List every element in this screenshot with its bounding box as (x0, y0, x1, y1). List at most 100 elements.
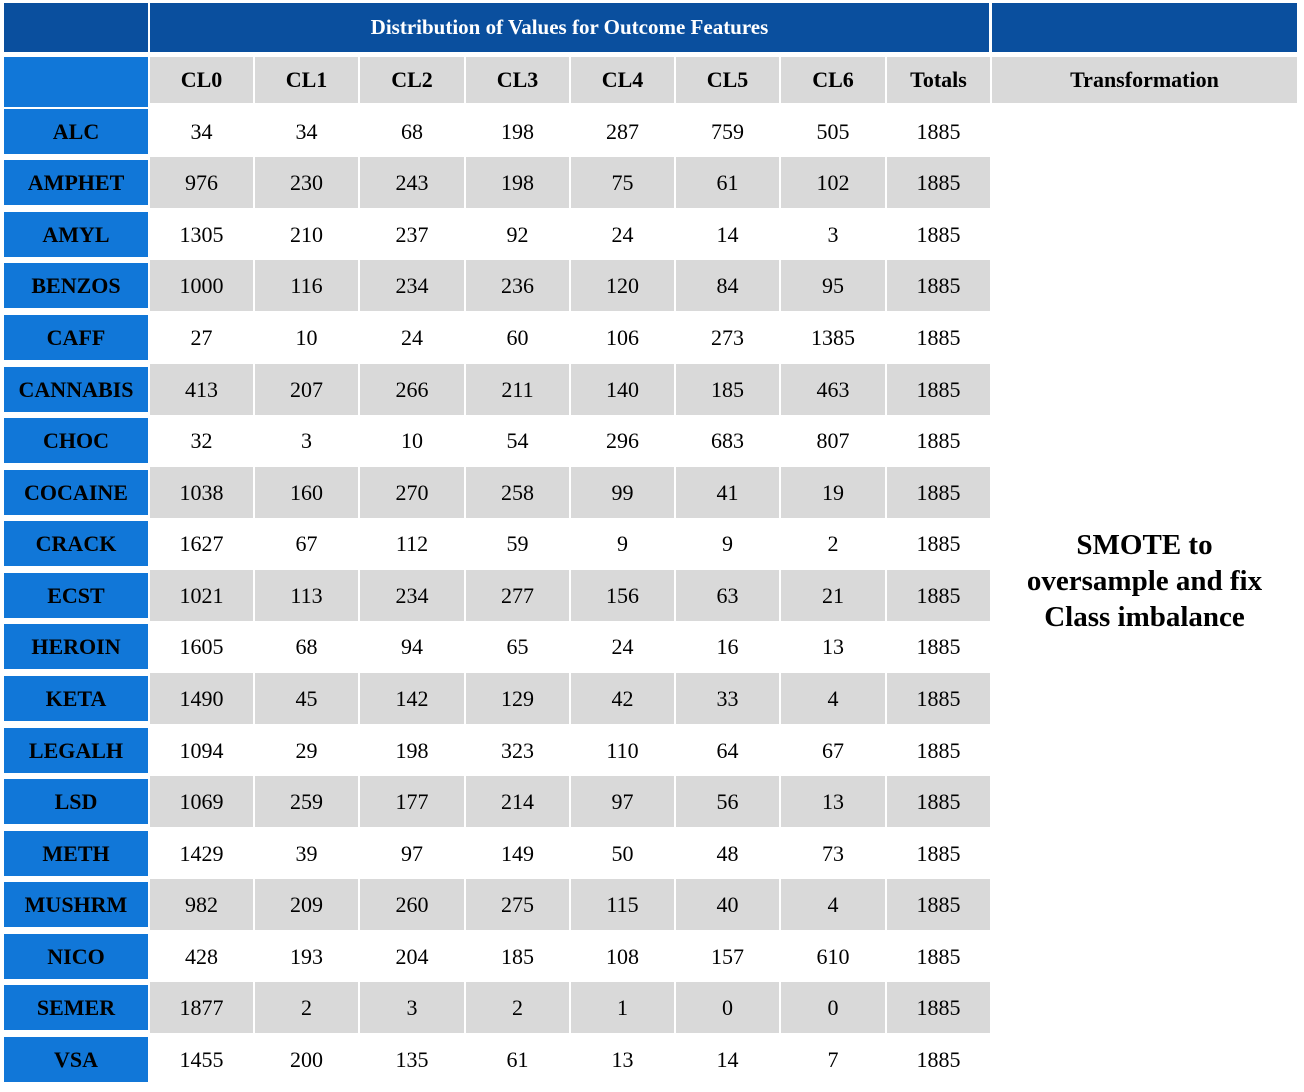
table-cell: 60 (466, 312, 569, 363)
table-cell: 160 (255, 467, 358, 518)
table-cell: 198 (466, 106, 569, 157)
transformation-text: SMOTE to oversample and fix Class imbala… (1026, 529, 1263, 633)
table-cell: 99 (571, 467, 674, 518)
table-cell: 1069 (150, 776, 253, 827)
row-label-lsd: LSD (4, 779, 148, 824)
table-cell: 45 (255, 673, 358, 724)
table-cell: 237 (360, 209, 464, 260)
table-cell: 19 (781, 467, 885, 518)
table-cell: 1885 (887, 364, 990, 415)
table-title: Distribution of Values for Outcome Featu… (150, 3, 989, 52)
table-cell: 14 (676, 209, 779, 260)
table-cell: 1885 (887, 828, 990, 879)
row-label-caff: CAFF (4, 315, 148, 360)
table-cell: 1885 (887, 931, 990, 982)
table-cell: 3 (255, 415, 358, 466)
table-cell: 68 (360, 106, 464, 157)
table-cell: 94 (360, 621, 464, 672)
transformation-header: Transformation (992, 57, 1297, 103)
table-cell: 34 (255, 106, 358, 157)
table-cell: 34 (150, 106, 253, 157)
table-cell: 149 (466, 828, 569, 879)
column-header-cl1: CL1 (255, 57, 358, 103)
table-cell: 64 (676, 725, 779, 776)
table-cell: 1 (571, 982, 674, 1033)
table-cell: 67 (781, 725, 885, 776)
table-cell: 1038 (150, 467, 253, 518)
table-cell: 108 (571, 931, 674, 982)
table-cell: 0 (676, 982, 779, 1033)
table-cell: 1885 (887, 157, 990, 208)
table-cell: 193 (255, 931, 358, 982)
table-cell: 209 (255, 879, 358, 930)
table-cell: 211 (466, 364, 569, 415)
table-cell: 24 (360, 312, 464, 363)
table-cell: 1885 (887, 518, 990, 569)
table-cell: 1885 (887, 415, 990, 466)
table-cell: 463 (781, 364, 885, 415)
table-cell: 1885 (887, 260, 990, 311)
table-cell: 185 (466, 931, 569, 982)
table-cell: 230 (255, 157, 358, 208)
table-cell: 200 (255, 1034, 358, 1085)
table-cell: 287 (571, 106, 674, 157)
title-bar-right-blank (992, 3, 1297, 52)
table-cell: 1094 (150, 725, 253, 776)
table-cell: 40 (676, 879, 779, 930)
table-cell: 976 (150, 157, 253, 208)
row-label-heroin: HEROIN (4, 624, 148, 669)
table-cell: 982 (150, 879, 253, 930)
table-cell: 142 (360, 673, 464, 724)
table-cell: 9 (676, 518, 779, 569)
table-cell: 270 (360, 467, 464, 518)
table-cell: 129 (466, 673, 569, 724)
transformation-panel: SMOTE to oversample and fix Class imbala… (992, 106, 1297, 1086)
column-header-cl2: CL2 (360, 57, 464, 103)
table-cell: 4 (781, 879, 885, 930)
table-cell: 116 (255, 260, 358, 311)
row-label-nico: NICO (4, 934, 148, 979)
table-cell: 273 (676, 312, 779, 363)
table-cell: 92 (466, 209, 569, 260)
table-cell: 1885 (887, 879, 990, 930)
table-cell: 1885 (887, 725, 990, 776)
row-label-benzos: BENZOS (4, 263, 148, 308)
table-cell: 1885 (887, 982, 990, 1033)
table-cell: 75 (571, 157, 674, 208)
row-label-keta: KETA (4, 676, 148, 721)
table-cell: 1385 (781, 312, 885, 363)
table-cell: 1885 (887, 312, 990, 363)
table-cell: 807 (781, 415, 885, 466)
table-cell: 115 (571, 879, 674, 930)
table-cell: 2 (466, 982, 569, 1033)
table-cell: 41 (676, 467, 779, 518)
table-cell: 68 (255, 621, 358, 672)
table-cell: 29 (255, 725, 358, 776)
table-cell: 1885 (887, 570, 990, 621)
table-cell: 48 (676, 828, 779, 879)
header-corner (4, 57, 148, 107)
row-label-semer: SEMER (4, 985, 148, 1030)
row-label-meth: METH (4, 831, 148, 876)
table-cell: 61 (676, 157, 779, 208)
table-cell: 27 (150, 312, 253, 363)
table-cell: 277 (466, 570, 569, 621)
table-cell: 323 (466, 725, 569, 776)
row-label-choc: CHOC (4, 418, 148, 463)
table-cell: 110 (571, 725, 674, 776)
table-cell: 135 (360, 1034, 464, 1085)
table-cell: 13 (781, 776, 885, 827)
table-cell: 13 (781, 621, 885, 672)
table-cell: 296 (571, 415, 674, 466)
table-cell: 112 (360, 518, 464, 569)
table-cell: 1885 (887, 467, 990, 518)
table-cell: 505 (781, 106, 885, 157)
table-cell: 204 (360, 931, 464, 982)
table-cell: 234 (360, 570, 464, 621)
table-cell: 21 (781, 570, 885, 621)
title-bar-left-blank (4, 3, 148, 52)
table-cell: 198 (466, 157, 569, 208)
table-cell: 3 (360, 982, 464, 1033)
table-cell: 1000 (150, 260, 253, 311)
table-cell: 102 (781, 157, 885, 208)
